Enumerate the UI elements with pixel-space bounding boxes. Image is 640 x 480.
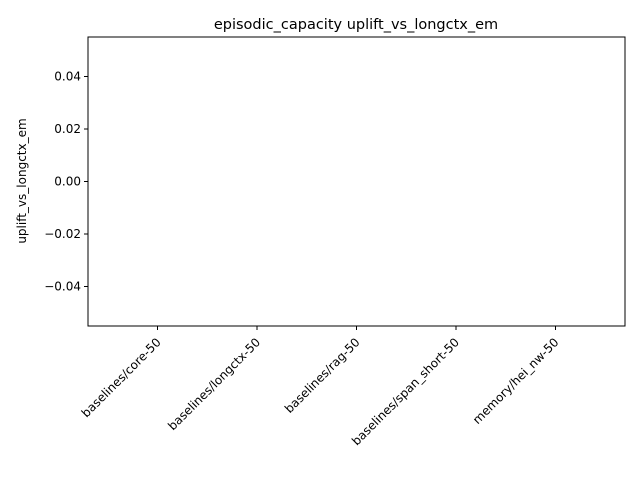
y-axis-ticks: −0.04 −0.02 0.00 0.02 0.04 xyxy=(44,69,88,294)
x-tick-label: baselines/longctx-50 xyxy=(165,335,263,433)
x-tick-label: baselines/span_short-50 xyxy=(349,335,462,448)
y-tick-label: −0.04 xyxy=(44,280,81,294)
x-tick-label: baselines/core-50 xyxy=(79,335,164,420)
plot-area-frame xyxy=(87,36,626,327)
y-axis-label: uplift_vs_longctx_em xyxy=(15,118,29,243)
y-tick-label: −0.02 xyxy=(44,227,81,241)
x-tick-label: memory/hei_nw-50 xyxy=(470,335,562,427)
y-tick-label: 0.00 xyxy=(54,175,81,189)
x-axis-ticks: baselines/core-50 baselines/longctx-50 bas… xyxy=(79,326,562,448)
y-tick-label: 0.04 xyxy=(54,69,81,83)
chart-title: episodic_capacity uplift_vs_longctx_em xyxy=(214,17,498,33)
x-tick-label: baselines/rag-50 xyxy=(282,335,363,416)
y-tick-label: 0.02 xyxy=(54,122,81,136)
